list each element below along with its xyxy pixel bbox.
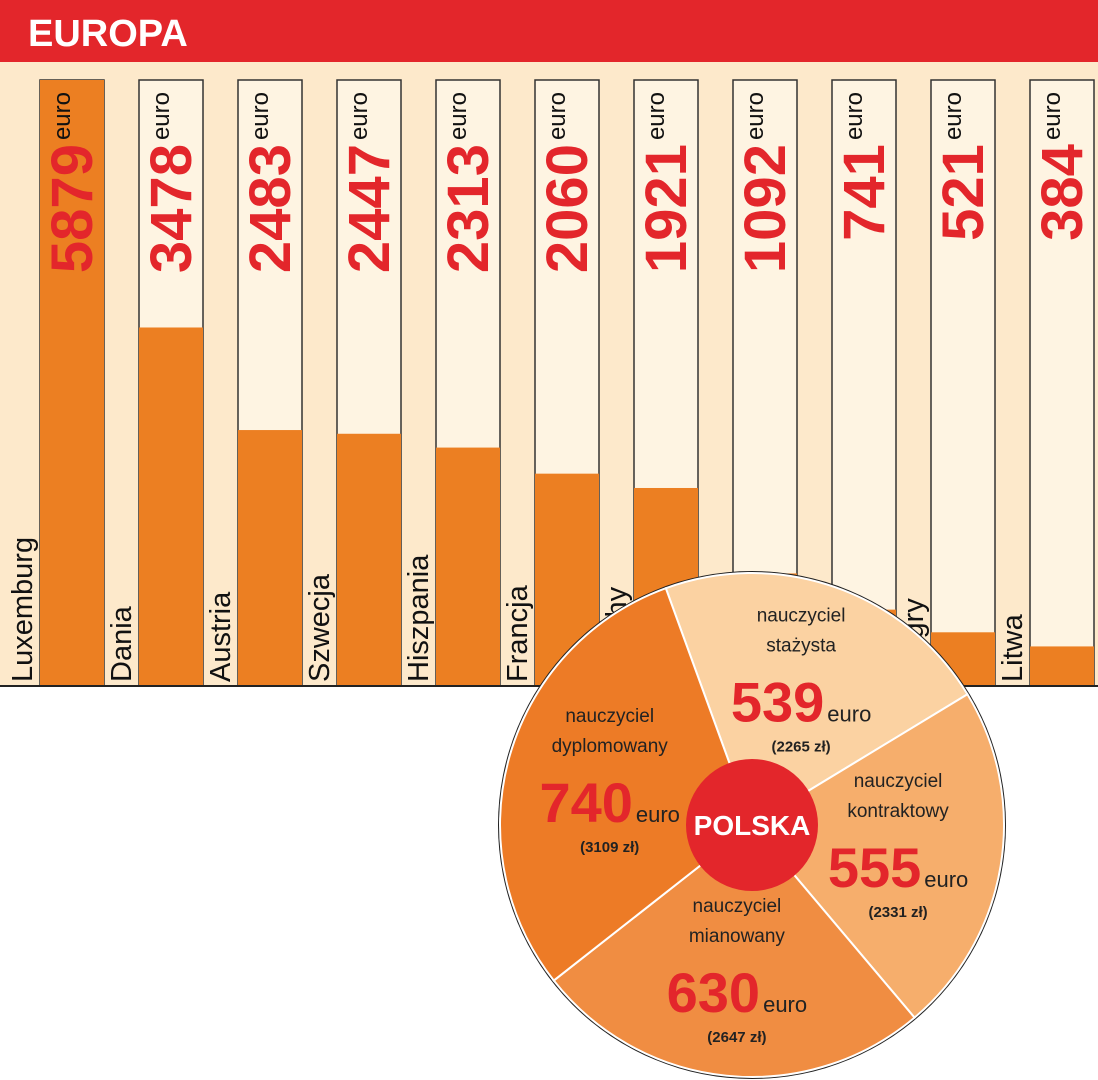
value-unit: euro [247, 92, 274, 140]
bar-slot [831, 79, 897, 687]
value-number: 2447 [337, 144, 402, 273]
value-label: 2313 euro [436, 92, 501, 273]
category-label: Francja [502, 584, 534, 682]
value-number: 5879 [40, 144, 105, 273]
wedge-secondary: (2647 zł) [707, 1029, 766, 1046]
value-label: 384 euro [1030, 92, 1095, 241]
value-unit: euro [643, 92, 670, 140]
category-label: Dania [106, 605, 138, 682]
value-unit: euro [346, 92, 373, 140]
value-number: 539 [731, 670, 824, 733]
wedge-secondary: (3109 zł) [580, 839, 639, 856]
value-number: 2060 [535, 144, 600, 273]
header-bar [0, 0, 1098, 62]
value-number: 384 [1030, 144, 1095, 241]
bar [139, 327, 203, 686]
bar [436, 447, 500, 686]
wedge-value: 740 euro [539, 771, 679, 834]
value-unit: euro [827, 701, 871, 726]
category-line: nauczyciel [757, 605, 846, 626]
category-line: nauczyciel [693, 896, 782, 917]
bar [238, 430, 302, 686]
pie-wedge [552, 823, 916, 1078]
wedge-category: nauczyciel stażysta [757, 605, 846, 656]
pie-wedge [750, 692, 1005, 1019]
pie-wedge [499, 586, 754, 982]
category-line: dyplomowany [552, 736, 669, 757]
value-number: 555 [828, 836, 921, 899]
category-line: mianowany [689, 926, 786, 947]
value-number: 740 [539, 771, 632, 834]
center-badge [686, 759, 818, 891]
value-number: 521 [931, 144, 996, 241]
value-label: 1921 euro [634, 92, 699, 273]
value-label: 3478 euro [139, 92, 204, 273]
value-unit: euro [544, 92, 571, 140]
value-unit: euro [148, 92, 175, 140]
value-label: 5879 euro [40, 92, 105, 273]
category-line: nauczyciel [565, 706, 654, 727]
value-label: 2060 euro [535, 92, 600, 273]
value-label: 1092 euro [733, 92, 798, 273]
value-unit: euro [742, 92, 769, 140]
chart-title: EUROPA [28, 13, 188, 55]
bar [337, 433, 401, 686]
value-number: 630 [667, 961, 760, 1024]
wedge-secondary: (2265 zł) [771, 738, 830, 755]
bar [1030, 646, 1094, 686]
category-label: Austria [205, 591, 237, 682]
value-number: 2313 [436, 144, 501, 273]
category-label: Hiszpania [403, 554, 435, 682]
category-label: Luxemburg [7, 537, 39, 682]
value-number: 3478 [139, 144, 204, 273]
wedge-value: 630 euro [667, 961, 807, 1024]
wedge-value: 539 euro [731, 670, 871, 733]
category-line: kontraktowy [847, 801, 949, 822]
value-label: 521 euro [931, 92, 996, 241]
bar-chart: Luxemburg 5879 euro Dania 3478 euro Austria 248… [7, 79, 1095, 687]
value-label: 2447 euro [337, 92, 402, 273]
value-number: 1092 [733, 144, 798, 273]
wedge-value: 555 euro [828, 836, 968, 899]
category-line: stażysta [766, 635, 836, 656]
value-unit: euro [49, 92, 76, 140]
value-unit: euro [445, 92, 472, 140]
wedge-secondary: (2331 zł) [868, 904, 927, 921]
wedge-category: nauczyciel mianowany [689, 896, 786, 947]
bar [40, 80, 104, 686]
value-number: 1921 [634, 144, 699, 273]
value-unit: euro [940, 92, 967, 140]
value-number: 741 [832, 144, 897, 241]
value-label: 741 euro [832, 92, 897, 241]
value-unit: euro [1039, 92, 1066, 140]
category-label: Litwa [997, 613, 1029, 682]
bar-slot [930, 79, 996, 687]
value-unit: euro [636, 802, 680, 827]
value-number: 2483 [238, 144, 303, 273]
wedge-category: nauczyciel dyplomowany [552, 706, 669, 757]
pie-title: POLSKA [694, 810, 811, 841]
value-unit: euro [763, 992, 807, 1017]
wedge-category: nauczyciel kontraktowy [847, 771, 949, 822]
value-label: 2483 euro [238, 92, 303, 273]
value-unit: euro [841, 92, 868, 140]
value-unit: euro [924, 867, 968, 892]
category-line: nauczyciel [854, 771, 943, 792]
category-label: Szwecja [304, 573, 336, 682]
